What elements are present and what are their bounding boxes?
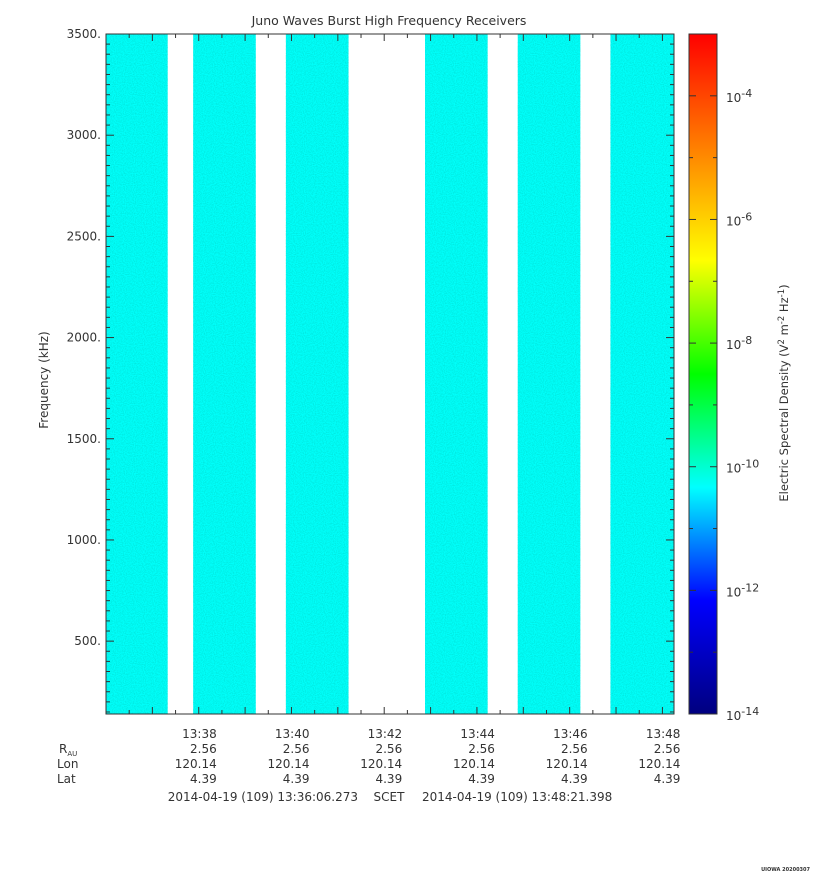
ephemeris-value: 4.39 — [468, 772, 495, 786]
data-block — [285, 34, 349, 714]
colorbar-tick-label: 10-10 — [726, 458, 759, 476]
colorbar-label: Electric Spectral Density (V2 m-2 Hz-1) — [777, 284, 791, 501]
ephemeris-value: 120.14 — [453, 757, 495, 771]
data-block — [610, 34, 674, 714]
x-tick-label: 13:48 — [646, 727, 681, 741]
ephemeris-row-label: Lat — [57, 772, 76, 786]
ephemeris-value: 4.39 — [561, 772, 588, 786]
y-tick-label: 3500. — [67, 27, 101, 41]
ephemeris-value: 4.39 — [654, 772, 681, 786]
data-block — [517, 34, 581, 714]
ephemeris-value: 120.14 — [546, 757, 588, 771]
y-tick-label: 3000. — [67, 128, 101, 142]
x-tick-label: 13:40 — [275, 727, 310, 741]
time-range-start: 2014-04-19 (109) 13:36:06.273 — [168, 790, 358, 804]
colorbar-label-sup1: 2 — [777, 339, 787, 344]
ephemeris-value: 4.39 — [190, 772, 217, 786]
colorbar-tick-label: 10-8 — [726, 334, 752, 352]
x-axis: 13:38 13:40 13:42 13:44 13:46 13:48 — [128, 34, 681, 741]
time-range-end: 2014-04-19 (109) 13:48:21.398 — [422, 790, 612, 804]
x-tick-label: 13:44 — [460, 727, 495, 741]
ephemeris-table: RAULonLat2.56120.144.392.56120.144.392.5… — [57, 742, 680, 786]
ephemeris-row-label: RAU — [59, 742, 77, 758]
y-tick-label: 1500. — [67, 432, 101, 446]
colorbar-label-sup2: -2 — [777, 316, 787, 324]
plot-frame — [105, 33, 675, 715]
data-block — [425, 34, 488, 714]
ephemeris-value: 2.56 — [561, 742, 588, 756]
colorbar-tick-label: 10-4 — [726, 87, 752, 105]
ephemeris-value: 120.14 — [360, 757, 402, 771]
ephemeris-value: 120.14 — [267, 757, 309, 771]
colorbar-tick-label: 10-12 — [726, 581, 759, 599]
x-tick-label: 13:46 — [553, 727, 588, 741]
colorbar — [688, 33, 718, 715]
ephemeris-value: 120.14 — [175, 757, 217, 771]
y-tick-label: 2500. — [67, 229, 101, 243]
ephemeris-value: 120.14 — [638, 757, 680, 771]
y-axis-label: Frequency (kHz) — [37, 331, 51, 428]
time-range-label: SCET — [374, 790, 406, 804]
spectrogram-data-blocks — [106, 34, 674, 714]
colorbar-label-end: ) — [777, 284, 791, 289]
y-tick-label: 1000. — [67, 533, 101, 547]
ephemeris-value: 4.39 — [375, 772, 402, 786]
ephemeris-value: 2.56 — [190, 742, 217, 756]
colorbar-label-sup3: -1 — [777, 289, 787, 297]
chart-title: Juno Waves Burst High Frequency Receiver… — [251, 13, 527, 28]
colorbar-label-mid2: Hz — [777, 297, 791, 315]
y-tick-label: 500. — [74, 634, 101, 648]
colorbar-label-mid: m — [777, 324, 791, 339]
ephemeris-value: 2.56 — [375, 742, 402, 756]
ephemeris-value: 2.56 — [283, 742, 310, 756]
x-tick-label: 13:42 — [368, 727, 403, 741]
colorbar-label-text: Electric Spectral Density (V — [777, 344, 791, 501]
data-block — [193, 34, 256, 714]
colorbar-tick-label: 10-6 — [726, 210, 752, 228]
ephemeris-value: 2.56 — [654, 742, 681, 756]
footer-mark: UIOWA 20200307 — [761, 867, 810, 873]
y-tick-label: 2000. — [67, 331, 101, 345]
colorbar-ticks: 10-14 10-12 10-10 10-8 10-6 10-4 — [689, 33, 759, 723]
ephemeris-value: 2.56 — [468, 742, 495, 756]
ephemeris-value: 4.39 — [283, 772, 310, 786]
colorbar-tick-label: 10-14 — [726, 705, 759, 723]
y-axis: 500. 1000. 1500. 2000. 2500. 3000. 3500. — [67, 27, 674, 713]
data-block — [106, 34, 168, 714]
x-tick-label: 13:38 — [182, 727, 217, 741]
time-range-line: 2014-04-19 (109) 13:36:06.273 SCET 2014-… — [168, 790, 613, 804]
ephemeris-row-label: Lon — [57, 757, 78, 771]
